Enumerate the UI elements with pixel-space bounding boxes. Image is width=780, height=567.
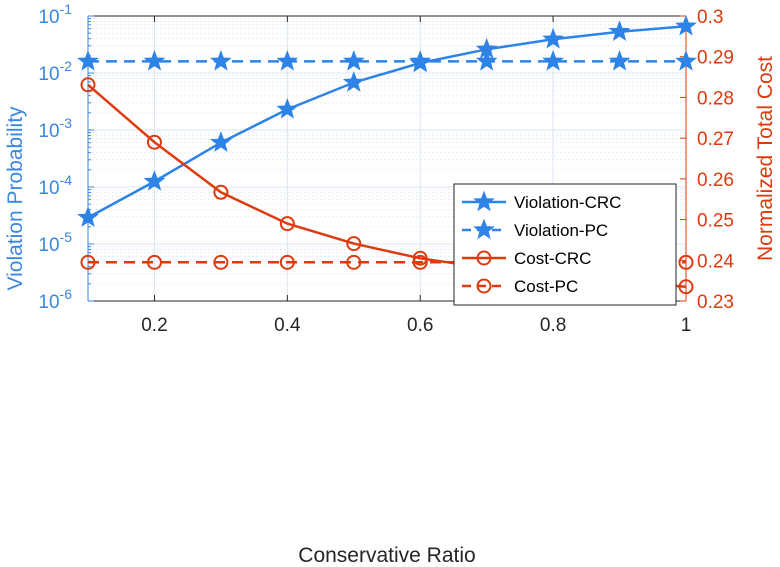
marker-violation-crc (542, 27, 564, 49)
x-axis: 0.2 0.4 0.6 0.8 1 (88, 15, 692, 336)
marker-violation-crc (276, 97, 299, 119)
left-tick-label: 10-5 (38, 229, 72, 256)
right-tick-label: 0.24 (697, 251, 734, 272)
marker-cost-pc (146, 254, 162, 270)
marker-cost-pc (412, 254, 428, 270)
marker-violation-crc (608, 20, 631, 41)
x-tick-label: 0.4 (274, 315, 301, 336)
marker-cost-pc (346, 254, 362, 270)
marker-cost-crc (146, 134, 162, 150)
marker-violation-pc (409, 49, 432, 71)
marker-cost-pc (476, 278, 492, 294)
x-tick-label: 1 (681, 315, 692, 336)
x-tick-label: 0.2 (141, 315, 167, 336)
marker-violation-crc (473, 190, 495, 212)
x-axis-label: Conservative Ratio (298, 544, 475, 567)
marker-violation-crc (675, 14, 697, 36)
legend: Violation-CRC Violation-PC Cost-CRC Cost-PC (453, 183, 677, 306)
marker-violation-pc (143, 49, 166, 71)
marker-cost-crc (80, 77, 96, 93)
marker-violation-pc (473, 218, 495, 240)
line-violation-crc (87, 25, 687, 219)
left-y-axis: 10-6 10-5 10-4 10-3 10-2 10-1 (38, 1, 94, 313)
marker-violation-crc (143, 170, 166, 191)
legend-entry: Cost-CRC (462, 249, 591, 268)
marker-violation-crc (77, 206, 99, 227)
marker-violation-pc (342, 49, 365, 71)
legend-entry: Violation-PC (462, 218, 608, 240)
marker-cost-crc (678, 279, 694, 295)
marker-violation-pc (608, 49, 631, 71)
marker-cost-pc (213, 254, 229, 270)
right-tick-label: 0.27 (697, 129, 734, 150)
left-tick-label: 10-1 (38, 1, 72, 28)
legend-label: Cost-PC (514, 277, 578, 296)
left-tick-label: 10-6 (38, 286, 72, 313)
right-tick-label: 0.29 (697, 48, 734, 69)
marker-cost-crc (476, 250, 492, 266)
marker-cost-crc (346, 236, 362, 252)
marker-violation-pc (77, 49, 99, 71)
legend-label: Violation-PC (514, 221, 608, 240)
right-y-axis-label: Normalized Total Cost (754, 56, 777, 261)
marker-violation-crc (210, 131, 232, 152)
series-violation-pc (77, 49, 697, 71)
marker-violation-pc (210, 49, 232, 71)
legend-label: Violation-CRC (514, 193, 621, 212)
right-tick-label: 0.28 (697, 88, 734, 109)
x-tick-label: 0.8 (540, 315, 566, 336)
marker-cost-crc (279, 216, 295, 232)
left-tick-label: 10-3 (38, 115, 72, 142)
marker-cost-crc (412, 250, 428, 266)
right-tick-label: 0.25 (697, 211, 734, 232)
marker-cost-pc (80, 254, 96, 270)
right-tick-label: 0.26 (697, 170, 734, 191)
marker-cost-pc (279, 254, 295, 270)
right-tick-label: 0.23 (697, 292, 734, 313)
right-y-axis: 0.23 0.24 0.25 0.26 0.27 0.28 0.29 0.3 (680, 7, 734, 313)
marker-violation-pc (475, 49, 498, 71)
marker-violation-pc (542, 49, 564, 71)
left-tick-label: 10-2 (38, 58, 72, 85)
legend-label: Cost-CRC (514, 249, 591, 268)
marker-cost-crc (213, 184, 229, 200)
x-tick-label: 0.6 (407, 315, 433, 336)
left-tick-label: 10-4 (38, 172, 72, 199)
marker-violation-crc (342, 71, 365, 92)
marker-violation-pc (276, 49, 299, 71)
left-y-axis-label: Violation Probability (4, 106, 27, 291)
right-tick-label: 0.3 (697, 7, 723, 28)
legend-entry: Violation-CRC (462, 190, 621, 212)
legend-entry: Cost-PC (462, 277, 578, 296)
marker-cost-pc (678, 254, 694, 270)
marker-violation-pc (675, 49, 697, 71)
